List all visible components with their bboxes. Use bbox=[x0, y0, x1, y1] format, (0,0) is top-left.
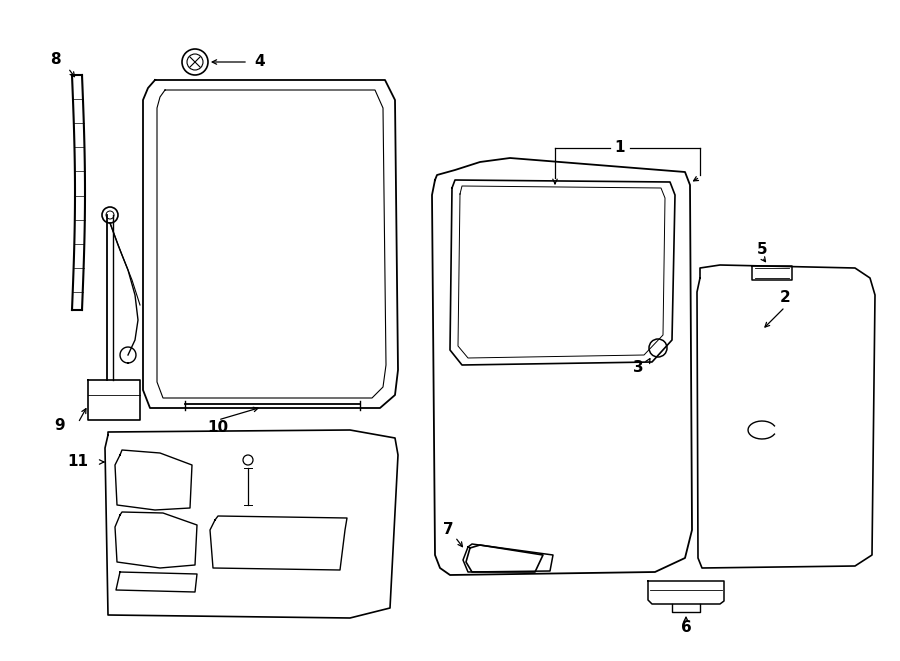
Text: 4: 4 bbox=[255, 54, 266, 69]
Text: 7: 7 bbox=[443, 522, 454, 537]
Text: 11: 11 bbox=[68, 455, 88, 469]
Text: 1: 1 bbox=[615, 141, 626, 155]
Text: 2: 2 bbox=[779, 290, 790, 305]
Text: 5: 5 bbox=[757, 243, 768, 258]
Text: 8: 8 bbox=[50, 52, 60, 67]
Text: 9: 9 bbox=[55, 418, 66, 432]
Text: 6: 6 bbox=[680, 621, 691, 635]
Text: 3: 3 bbox=[633, 360, 643, 375]
Text: 10: 10 bbox=[207, 420, 229, 436]
